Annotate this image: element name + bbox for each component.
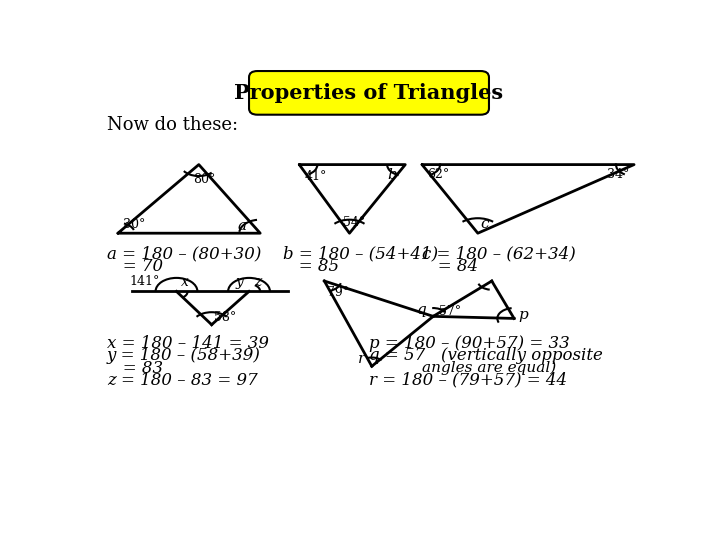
Text: = 85: = 85 [282,258,338,275]
Text: Properties of Triangles: Properties of Triangles [235,83,503,103]
Text: a: a [238,219,247,233]
Text: a = 180 – (80+30): a = 180 – (80+30) [107,246,261,262]
Text: r = 180 – (79+57) = 44: r = 180 – (79+57) = 44 [369,372,567,388]
Text: y = 180 – (58+39): y = 180 – (58+39) [107,347,261,365]
Text: Now do these:: Now do these: [107,116,238,134]
Text: 57°: 57° [438,305,461,318]
Text: z: z [255,275,262,289]
Text: angles are equal): angles are equal) [422,360,557,375]
Text: r: r [358,352,365,366]
Text: x = 180 – 141 = 39: x = 180 – 141 = 39 [107,335,269,352]
Text: 80°: 80° [193,173,215,186]
Text: 41°: 41° [305,170,327,183]
Text: p: p [518,308,528,322]
Text: = 70: = 70 [107,258,163,275]
Text: 141°: 141° [129,274,159,287]
Text: 79°: 79° [327,286,349,299]
Text: y: y [235,275,243,289]
Text: b = 180 – (54+41): b = 180 – (54+41) [282,246,438,262]
Text: 62°: 62° [428,168,450,181]
Text: q: q [416,303,426,317]
Text: c: c [481,217,489,231]
Text: 34°: 34° [607,168,630,181]
Text: 30°: 30° [124,218,146,231]
Text: 54°: 54° [343,217,365,230]
Text: x: x [181,275,189,289]
Text: 58°: 58° [215,310,237,323]
Text: c = 180 – (62+34): c = 180 – (62+34) [422,246,576,262]
Text: = 84: = 84 [422,258,478,275]
Text: = 83: = 83 [107,360,163,377]
FancyBboxPatch shape [249,71,489,114]
Text: p = 180 – (90+57) = 33: p = 180 – (90+57) = 33 [369,335,570,352]
Text: z = 180 – 83 = 97: z = 180 – 83 = 97 [107,372,258,389]
Text: b: b [387,168,397,182]
Text: q = 57   (vertically opposite: q = 57 (vertically opposite [369,347,603,365]
